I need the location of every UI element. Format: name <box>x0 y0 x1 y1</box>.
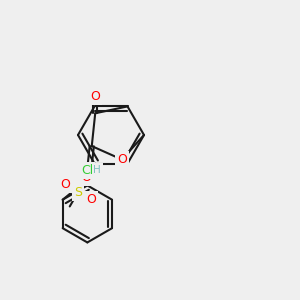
Text: O: O <box>86 193 96 206</box>
Text: S: S <box>74 186 82 199</box>
Text: O: O <box>90 90 100 103</box>
Text: Cl: Cl <box>81 164 94 177</box>
Text: O: O <box>60 178 70 191</box>
Text: O: O <box>117 153 127 166</box>
Text: O: O <box>81 171 91 184</box>
Text: H: H <box>93 165 101 175</box>
